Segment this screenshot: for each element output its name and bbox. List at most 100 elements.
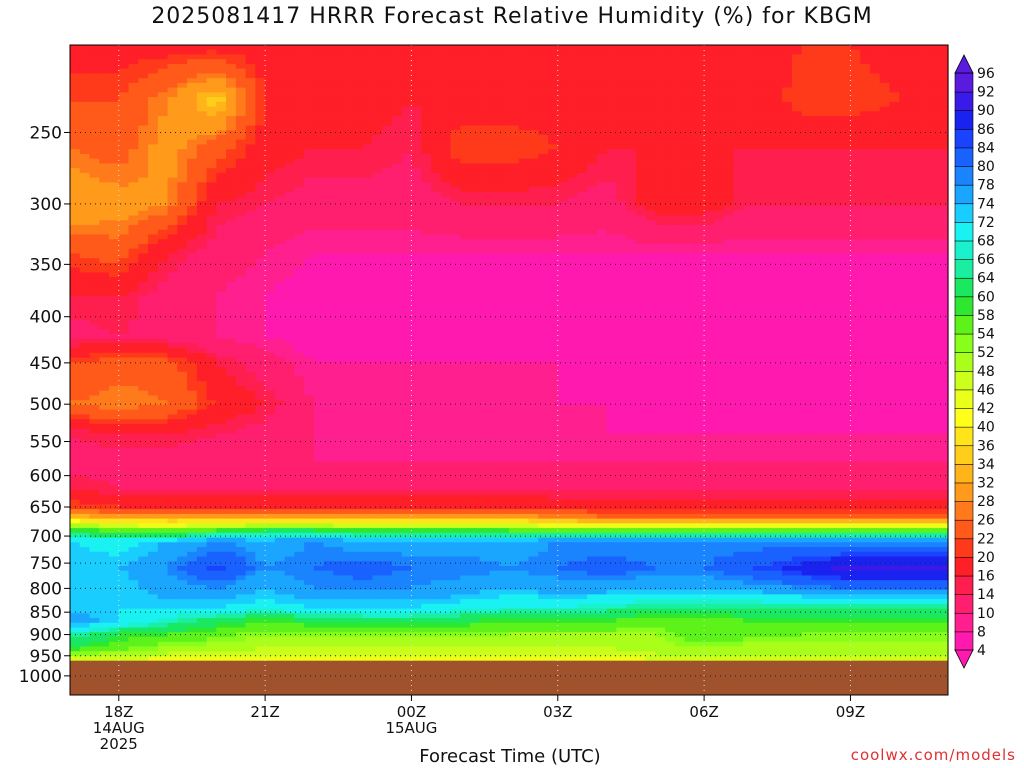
rh-cell (391, 509, 403, 515)
rh-cell (118, 556, 130, 562)
rh-cell (265, 281, 276, 288)
rh-cell (430, 144, 442, 150)
rh-cell (274, 87, 286, 93)
rh-cell (352, 286, 364, 292)
rh-cell (323, 532, 334, 539)
rh-cell (352, 352, 364, 359)
rh-cell (109, 305, 120, 311)
rh-cell (323, 523, 334, 529)
rh-cell (391, 106, 403, 112)
rh-cell (411, 49, 422, 56)
rh-cell (372, 485, 383, 491)
rh-cell (421, 362, 432, 368)
rh-cell (79, 613, 91, 619)
rh-cell (79, 475, 91, 482)
rh-cell (352, 172, 364, 179)
rh-cell (313, 551, 325, 558)
rh-cell (187, 300, 198, 307)
rh-cell (118, 224, 130, 231)
rh-cell (167, 324, 178, 330)
rh-cell (352, 73, 364, 79)
rh-cell (265, 537, 276, 543)
rh-cell (304, 73, 315, 79)
rh-cell (245, 556, 256, 562)
rh-cell (128, 556, 139, 562)
rh-cell (118, 528, 130, 534)
rh-cell (274, 494, 286, 501)
rh-cell (167, 281, 178, 288)
rh-cell (391, 613, 403, 619)
rh-cell (187, 97, 198, 103)
rh-cell (323, 480, 334, 487)
rh-cell (89, 376, 100, 382)
rh-cell (362, 632, 374, 638)
rh-cell (421, 258, 432, 264)
rh-cell (157, 277, 169, 283)
rh-cell (157, 423, 169, 430)
rh-cell (430, 187, 442, 193)
rh-cell (304, 542, 315, 548)
rh-cell (187, 296, 198, 302)
rh-cell (79, 589, 91, 595)
rh-cell (372, 570, 383, 577)
rh-cell (265, 386, 276, 392)
rh-cell (245, 447, 256, 453)
rh-cell (265, 215, 276, 221)
rh-cell (430, 281, 442, 288)
rh-cell (79, 632, 91, 638)
rh-cell (216, 499, 227, 505)
rh-cell (265, 220, 276, 226)
rh-cell (118, 608, 130, 614)
rh-cell (167, 655, 178, 662)
rh-cell (128, 310, 139, 316)
rh-cell (177, 542, 188, 548)
rh-cell (265, 324, 276, 330)
rh-cell (206, 163, 217, 169)
rh-cell (109, 45, 120, 51)
rh-cell (255, 447, 266, 453)
rh-cell (89, 367, 100, 373)
rh-cell (138, 646, 149, 652)
rh-cell (79, 452, 91, 458)
rh-cell (284, 409, 295, 416)
rh-cell (245, 163, 256, 169)
rh-cell (79, 423, 91, 430)
rh-cell (196, 452, 208, 458)
rh-cell (245, 300, 256, 307)
rh-cell (157, 172, 169, 179)
rh-cell (304, 485, 315, 491)
rh-cell (294, 49, 305, 56)
rh-cell (294, 409, 305, 416)
rh-cell (138, 206, 149, 212)
rh-cell (196, 333, 208, 340)
rh-cell (304, 187, 315, 193)
rh-cell (187, 139, 198, 146)
rh-cell (138, 475, 149, 482)
rh-cell (167, 532, 178, 539)
rh-cell (352, 258, 364, 264)
rh-cell (313, 153, 325, 160)
rh-cell (79, 400, 91, 406)
rh-cell (421, 73, 432, 79)
rh-cell (421, 646, 432, 652)
rh-cell (118, 68, 130, 75)
rh-cell (401, 333, 413, 340)
rh-cell (362, 177, 374, 183)
rh-cell (157, 116, 169, 122)
rh-cell (99, 461, 110, 468)
rh-cell (313, 59, 325, 65)
rh-cell (206, 452, 217, 458)
rh-cell (89, 414, 100, 420)
rh-cell (99, 466, 110, 472)
rh-cell (216, 281, 227, 288)
rh-cell (352, 428, 364, 434)
rh-cell (148, 82, 159, 89)
rh-cell (235, 49, 247, 56)
rh-cell (294, 120, 305, 127)
rh-cell (206, 291, 217, 297)
rh-cell (401, 277, 413, 283)
rh-cell (430, 215, 442, 221)
rh-cell (89, 286, 100, 292)
rh-cell (304, 551, 315, 558)
rh-cell (138, 404, 149, 411)
